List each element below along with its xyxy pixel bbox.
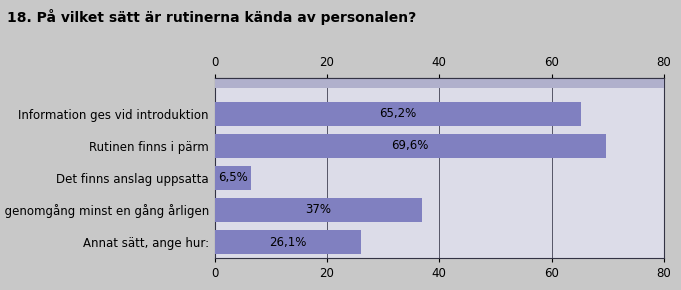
Text: 18. På vilket sätt är rutinerna kända av personalen?: 18. På vilket sätt är rutinerna kända av… xyxy=(7,9,416,25)
Bar xyxy=(215,166,251,190)
Bar xyxy=(215,102,581,126)
Bar xyxy=(215,134,605,158)
Text: 26,1%: 26,1% xyxy=(269,235,306,249)
Text: 37%: 37% xyxy=(306,204,332,216)
Text: 69,6%: 69,6% xyxy=(392,139,429,152)
Bar xyxy=(215,75,664,88)
Bar xyxy=(215,198,422,222)
Text: 6,5%: 6,5% xyxy=(218,171,248,184)
Bar xyxy=(215,230,361,254)
Text: 65,2%: 65,2% xyxy=(379,107,416,120)
